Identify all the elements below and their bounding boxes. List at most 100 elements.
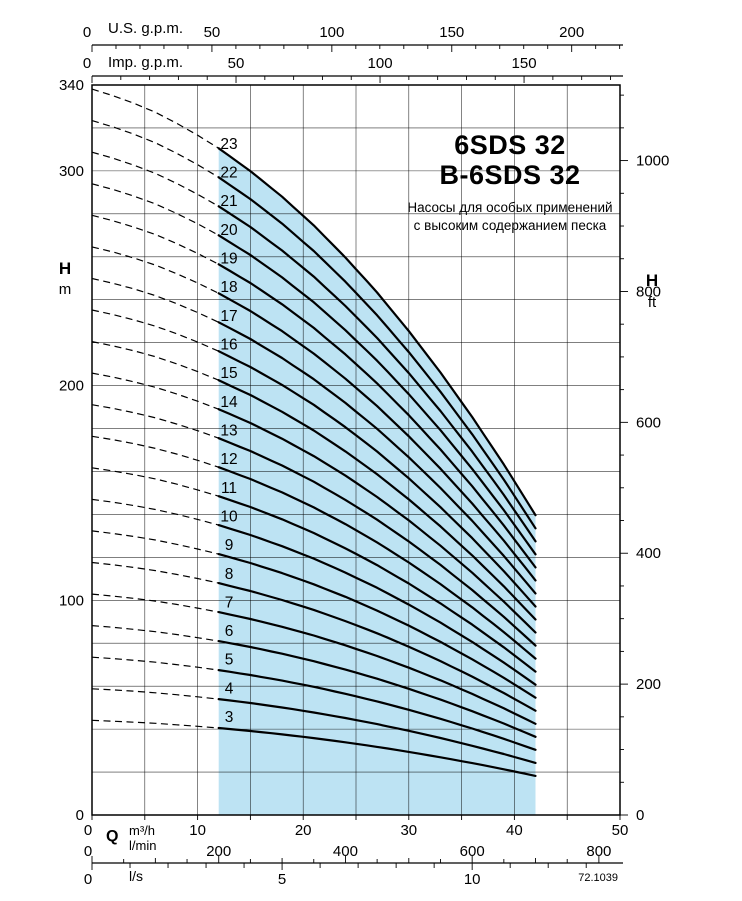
q-ls-tick-label: 0 xyxy=(84,871,92,888)
head-ft-tick-label: 600 xyxy=(636,414,661,431)
q-lmin-tick-label: 0 xyxy=(84,843,92,860)
stage-count-label: 7 xyxy=(225,594,234,611)
stage-count-label: 12 xyxy=(220,451,237,468)
pump-curve-solid xyxy=(217,726,537,777)
pump-curve-dashed xyxy=(91,183,219,236)
pump-curve-solid xyxy=(217,524,537,686)
head-m-tick-label: 200 xyxy=(59,378,84,395)
head-m-tick-label: 340 xyxy=(59,77,84,94)
flow-unit-ls: l/s xyxy=(129,868,143,884)
stage-count-label: 22 xyxy=(220,165,237,182)
us-gpm-tick-label: 0 xyxy=(83,24,91,41)
pump-curve-solid xyxy=(217,437,537,647)
pump-curve-dashed xyxy=(91,277,219,323)
head-m-tick-label: 0 xyxy=(76,807,84,824)
flow-axis-letter: Q xyxy=(106,828,119,845)
flow-unit-lmin: l/min xyxy=(129,838,157,853)
document-code: 72.1039 xyxy=(578,872,618,884)
pump-curve-solid xyxy=(217,350,537,608)
pump-curve-dashed xyxy=(91,435,219,468)
q-m3h-tick-label: 10 xyxy=(189,822,206,839)
pump-curve-dashed xyxy=(91,246,219,294)
stage-count-label: 15 xyxy=(220,365,237,382)
q-ls-tick-label: 10 xyxy=(464,871,481,888)
stage-count-label: 10 xyxy=(220,508,238,525)
us-gpm-axis-label: U.S. g.p.m. xyxy=(108,20,184,37)
q-lmin-tick-label: 400 xyxy=(333,843,358,860)
pump-curve-dashed xyxy=(91,341,219,381)
stage-count-label: 21 xyxy=(220,193,237,210)
pump-curve-solid xyxy=(217,408,537,634)
head-ft-tick-label: 1000 xyxy=(636,153,669,170)
pump-curve-dashed xyxy=(91,120,220,178)
head-axis-unit-m: m xyxy=(58,281,72,298)
head-m-tick-label: 100 xyxy=(59,592,84,609)
stage-count-label: 19 xyxy=(220,251,237,268)
q-ls-tick-label: 5 xyxy=(278,871,286,888)
pump-curve-dashed xyxy=(91,561,219,584)
pump-curve-solid xyxy=(217,611,537,725)
pump-curve-dashed xyxy=(91,656,219,671)
stage-count-label: 8 xyxy=(225,566,234,583)
head-ft-tick-label: 0 xyxy=(636,807,644,824)
pump-curve-solid xyxy=(217,466,537,660)
flow-unit-m3h: m³/h xyxy=(129,823,155,838)
us-gpm-tick-label: 200 xyxy=(559,24,584,41)
pump-model-title-1: 6SDS 32 xyxy=(454,130,566,160)
q-lmin-tick-label: 800 xyxy=(586,843,611,860)
operating-range-envelope xyxy=(218,148,536,816)
q-lmin-tick-label: 600 xyxy=(460,843,485,860)
pump-model-title-2: B-6SDS 32 xyxy=(439,160,581,190)
head-axis-letter-right: H xyxy=(645,271,659,290)
head-ft-tick-label: 800 xyxy=(636,283,661,300)
subtitle-line-2: с высоким содержанием песка xyxy=(413,218,607,233)
stage-count-label: 3 xyxy=(225,709,234,726)
imp-gpm-tick-label: 100 xyxy=(368,55,393,72)
pump-curve-dashed xyxy=(91,309,219,352)
stage-count-label: 23 xyxy=(220,136,237,153)
pump-curve-dashed xyxy=(91,404,219,439)
pump-curve-solid xyxy=(217,205,537,543)
pump-curve-solid xyxy=(217,640,537,738)
stage-count-label: 13 xyxy=(220,422,237,439)
us-gpm-tick-label: 150 xyxy=(439,24,464,41)
imp-gpm-axis-label: Imp. g.p.m. xyxy=(108,54,184,71)
stage-count-label: 16 xyxy=(220,337,237,354)
stage-count-label: 11 xyxy=(221,480,237,497)
us-gpm-tick-label: 100 xyxy=(319,24,344,41)
pump-curve-solid xyxy=(217,698,537,764)
pump-curve-solid xyxy=(217,176,537,530)
pump-curve-solid xyxy=(217,582,537,712)
pump-curve-dashed xyxy=(91,372,219,410)
q-m3h-tick-label: 50 xyxy=(612,822,629,839)
pump-curve-dashed xyxy=(91,688,219,700)
stage-count-label: 5 xyxy=(225,652,234,669)
stage-count-label: 14 xyxy=(220,394,238,411)
stage-count-label: 4 xyxy=(225,680,234,697)
pump-curve-solid xyxy=(217,495,537,673)
pump-curve-dashed xyxy=(91,467,219,497)
pump-curve-solid xyxy=(217,379,537,621)
pump-curve-dashed xyxy=(91,498,219,526)
stage-count-label: 18 xyxy=(220,279,237,296)
head-ft-tick-label: 200 xyxy=(636,676,661,693)
head-axis-letter-left: H xyxy=(58,259,72,278)
q-m3h-tick-label: 30 xyxy=(400,822,417,839)
pump-curve-solid xyxy=(217,263,537,569)
head-ft-tick-label: 400 xyxy=(636,545,661,562)
pump-curve-dashed xyxy=(91,530,219,555)
stage-count-label: 6 xyxy=(225,623,234,640)
q-m3h-tick-label: 20 xyxy=(295,822,312,839)
stage-count-label: 17 xyxy=(220,308,237,325)
pump-curve-dashed xyxy=(91,593,219,613)
q-m3h-tick-label: 40 xyxy=(506,822,523,839)
imp-gpm-tick-label: 0 xyxy=(83,55,91,72)
us-gpm-tick-label: 50 xyxy=(204,24,221,41)
stage-count-label: 9 xyxy=(225,537,234,554)
imp-gpm-tick-label: 150 xyxy=(512,55,537,72)
head-m-tick-label: 300 xyxy=(59,163,84,180)
pump-curve-dashed xyxy=(91,151,219,207)
pump-curve-solid xyxy=(217,147,537,517)
head-axis-unit-ft: ft xyxy=(647,294,657,311)
